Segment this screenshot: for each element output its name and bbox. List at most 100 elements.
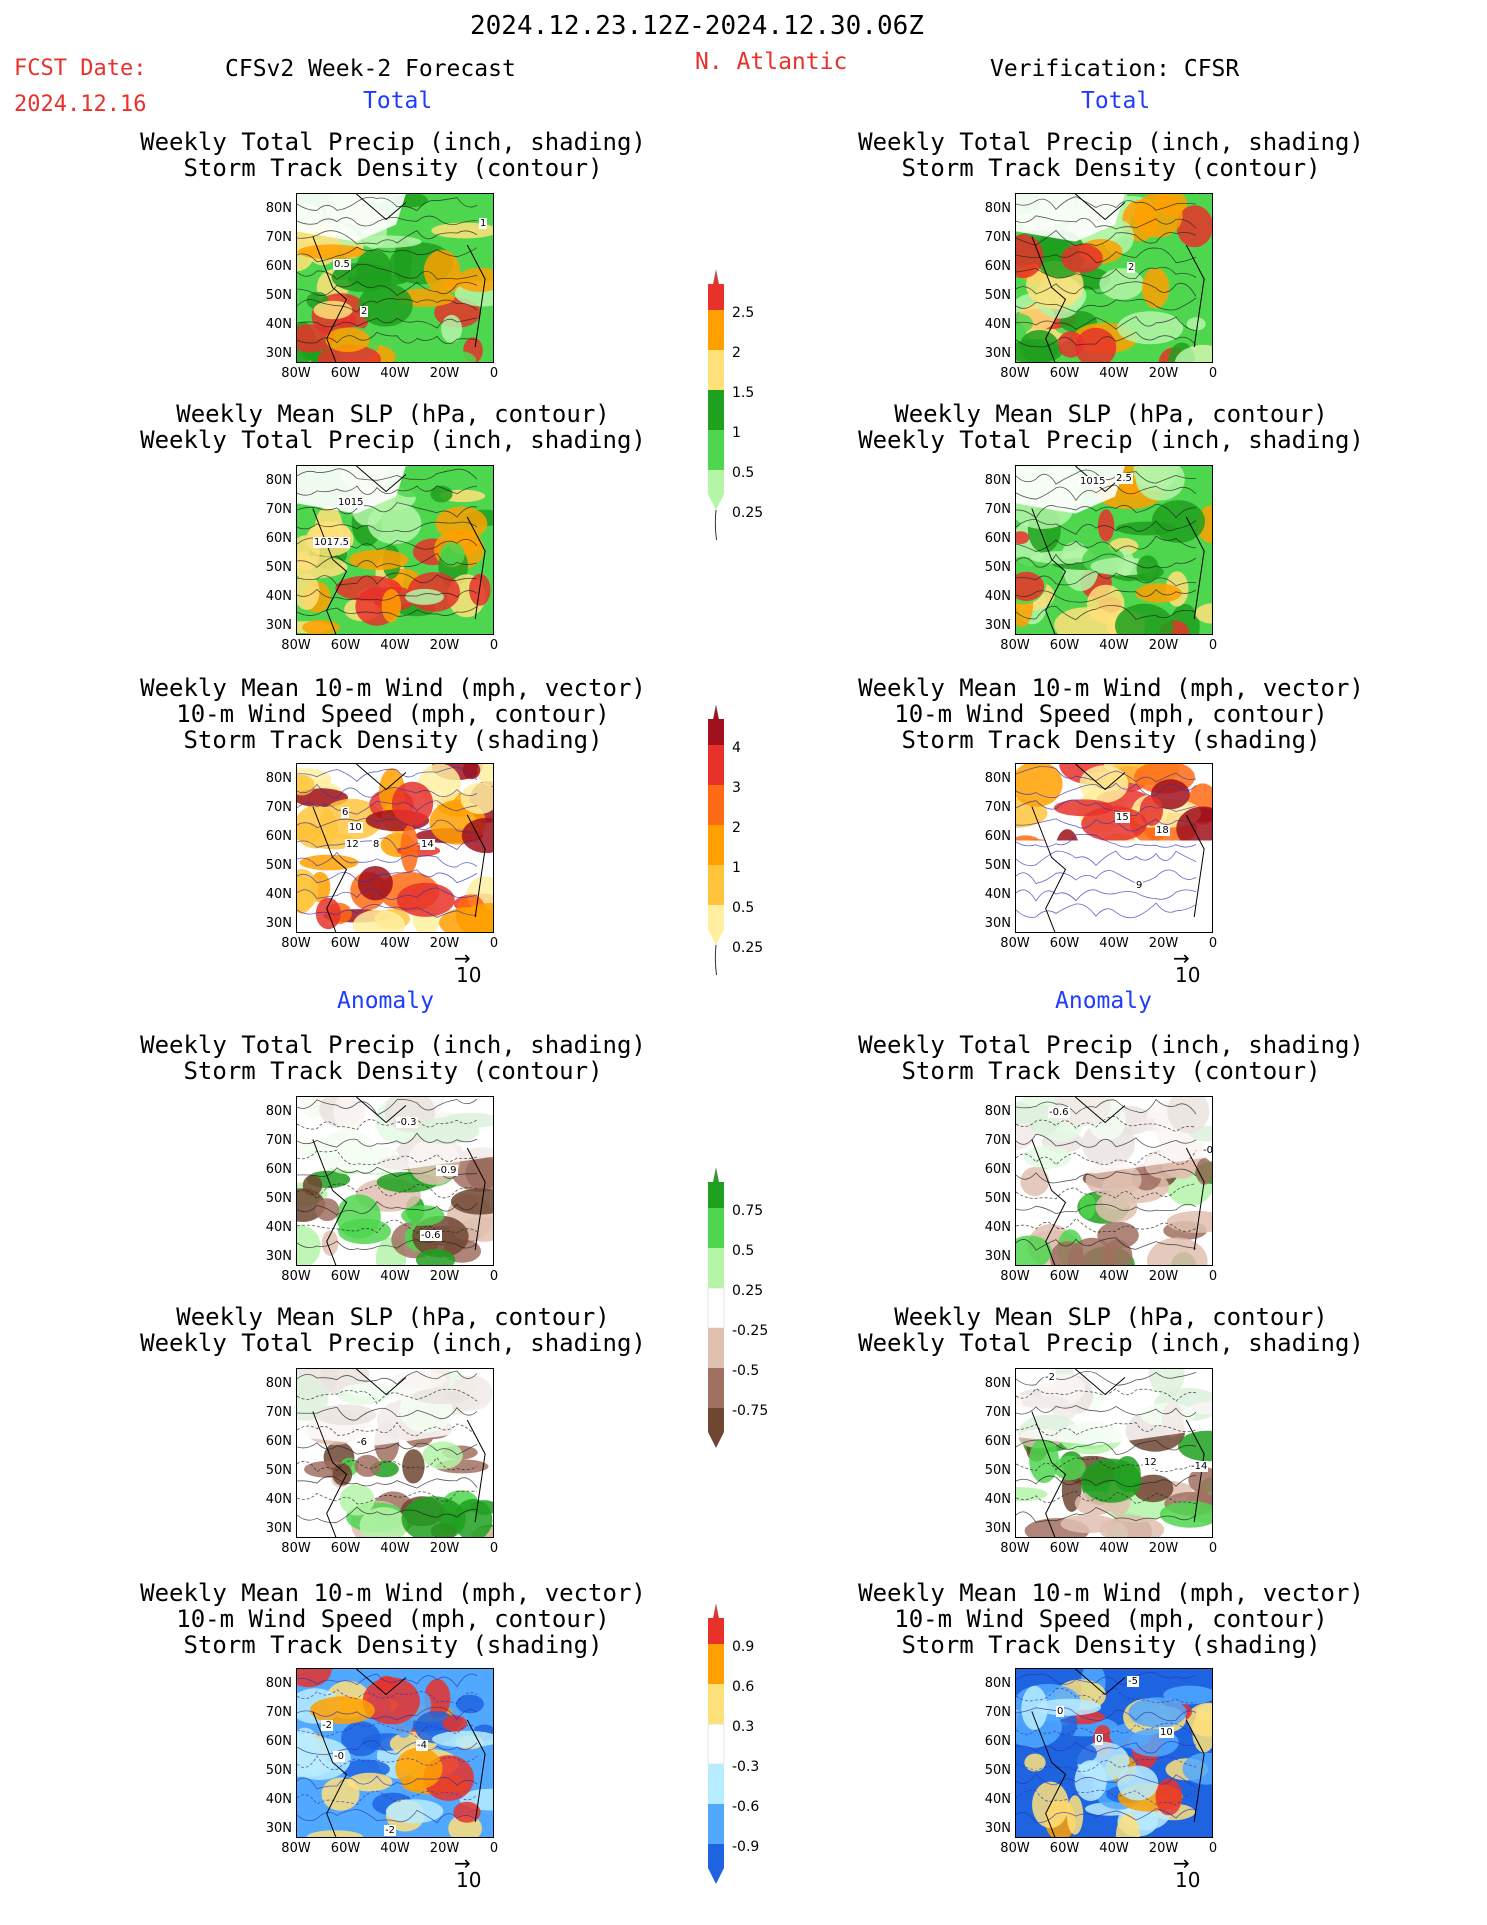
lat-tick-label: 80N [984,201,1011,216]
lat-tick-label: 40N [984,317,1011,332]
lat-tick-label: 40N [265,317,292,332]
colorbar-tick-label: 0.25 [732,505,764,521]
lat-tick-label: 40N [265,589,292,604]
map-plot: -2 -0 -4 -2 [296,1668,494,1838]
colorbar-tick-label: -0.9 [732,1839,760,1855]
lon-tick-label: 20W [1148,1841,1179,1856]
lat-tick-label: 50N [984,1191,1011,1206]
panel-title-line: 10-m Wind Speed (mph, contour) [894,700,1328,728]
colorbar-tick-label: -0.6 [732,1799,760,1815]
panel-title-line: Weekly Total Precip (inch, shading) [858,1031,1364,1059]
map-plot: 1015 2.5 [1015,465,1213,635]
map-plot: 0 0 10 -5 [1015,1668,1213,1838]
panel-title-line: Weekly Total Precip (inch, shading) [858,426,1364,454]
lat-tick-label: 30N [984,1249,1011,1264]
lat-tick-label: 40N [265,1220,292,1235]
colorbar-segment [707,1723,725,1765]
colorbar-segment [708,905,724,929]
map-plot: 1 0.5 2 [296,193,494,363]
panel-title-line: Storm Track Density (contour) [183,154,603,182]
map-plot: -0.6 -0.9 [1015,1096,1213,1266]
panel-title-line: Weekly Total Precip (inch, shading) [858,128,1364,156]
lat-tick-label: 60N [265,1734,292,1749]
lon-tick-label: 0 [1208,1841,1218,1856]
contour-label: 0.5 [333,259,351,270]
lat-tick-label: 60N [984,829,1011,844]
lat-tick-label: 80N [265,1676,292,1691]
colorbar-segment [708,470,724,494]
lon-tick-label: 40W [1099,936,1129,951]
lon-tick-label: 40W [1099,638,1129,653]
lon-tick-label: 0 [1208,1541,1218,1556]
contour-label: 1015 [1079,476,1107,487]
fcst-date-value: 2024.12.16 [14,92,147,117]
colorbar-tick-label: 1 [732,860,741,876]
lon-tick-label: 80W [281,1269,311,1284]
lat-tick-label: 70N [984,1133,1011,1148]
lon-tick-label: 0 [489,366,499,381]
lon-tick-label: 80W [281,1541,311,1556]
panel-title-line: Weekly Mean 10-m Wind (mph, vector) [858,674,1364,702]
panel-title-line: Weekly Mean SLP (hPa, contour) [894,400,1328,428]
vector-reference: → 10 [1173,946,1201,987]
contour-label: 9 [1135,880,1144,891]
arrow-right-icon: → [1173,1851,1190,1875]
colorbar-segment [708,1408,724,1432]
lat-tick-label: 70N [265,1705,292,1720]
lat-tick-label: 60N [984,1734,1011,1749]
lon-tick-label: 0 [1208,638,1218,653]
lon-tick-label: 20W [429,1269,460,1284]
panel-title-line: Weekly Mean 10-m Wind (mph, vector) [858,1579,1364,1607]
section-total-right: Total [1081,88,1151,114]
colorbar-segment [708,719,724,745]
panel-title-line: Storm Track Density (shading) [901,1631,1321,1659]
lat-tick-label: 30N [265,1821,292,1836]
lat-tick-label: 30N [265,1521,292,1536]
lat-tick-label: 30N [984,916,1011,931]
panel-title-line: Weekly Total Precip (inch, shading) [140,128,646,156]
colorbar-segment [708,350,724,390]
contour-label: 18 [1155,825,1170,836]
lon-tick-label: 20W [1148,936,1179,951]
arrow-right-icon: → [454,1851,471,1875]
lon-tick-label: 80W [1000,936,1030,951]
lat-tick-label: 30N [984,346,1011,361]
colorbar-tick-label: -0.3 [732,1759,760,1775]
fcst-date-label: FCST Date: [14,56,147,81]
period-title: 2024.12.23.12Z-2024.12.30.06Z [470,11,924,41]
lon-tick-label: 80W [281,936,311,951]
contour-label: -5 [1127,1676,1139,1687]
contour-label: -0.6 [420,1230,442,1241]
contour-label: 0 [1095,1734,1104,1745]
vector-reference: → 10 [454,946,481,985]
contour-label: 6 [341,807,350,818]
lat-tick-label: 50N [265,1763,292,1778]
panel-title-line: 10-m Wind Speed (mph, contour) [176,700,610,728]
contour-label: -0.6 [1048,1107,1070,1118]
colorbar-segment [708,1804,724,1844]
colorbar-segment [708,1618,724,1644]
vector-reference-value: 10 [1175,963,1201,987]
colorbar-segment [708,1368,724,1408]
colorbar-tick-label: 1.5 [732,385,755,401]
colorbar-segment [708,310,724,350]
lon-tick-label: 60W [330,1269,361,1284]
lon-tick-label: 40W [1099,1269,1129,1284]
lon-tick-label: 60W [330,1541,361,1556]
lat-tick-label: 70N [984,502,1011,517]
lat-tick-label: 50N [984,858,1011,873]
lat-tick-label: 70N [265,800,292,815]
contour-label: 14 [420,839,435,850]
contour-label: -2 [384,1825,396,1836]
panel-title-line: Weekly Total Precip (inch, shading) [140,426,646,454]
lat-tick-label: 30N [984,1521,1011,1536]
colorbar-segment [708,1684,724,1724]
colorbar-tick-label: 3 [732,780,741,796]
map-plot: 6 10 12 8 14 [296,763,494,933]
panel-title-line: Weekly Total Precip (inch, shading) [140,1329,646,1357]
lon-tick-label: 60W [1049,1541,1080,1556]
colorbar-segment [708,785,724,825]
arrow-right-icon: → [1173,946,1190,970]
arrow-right-icon: → [454,946,471,970]
lon-tick-label: 60W [1049,1841,1080,1856]
